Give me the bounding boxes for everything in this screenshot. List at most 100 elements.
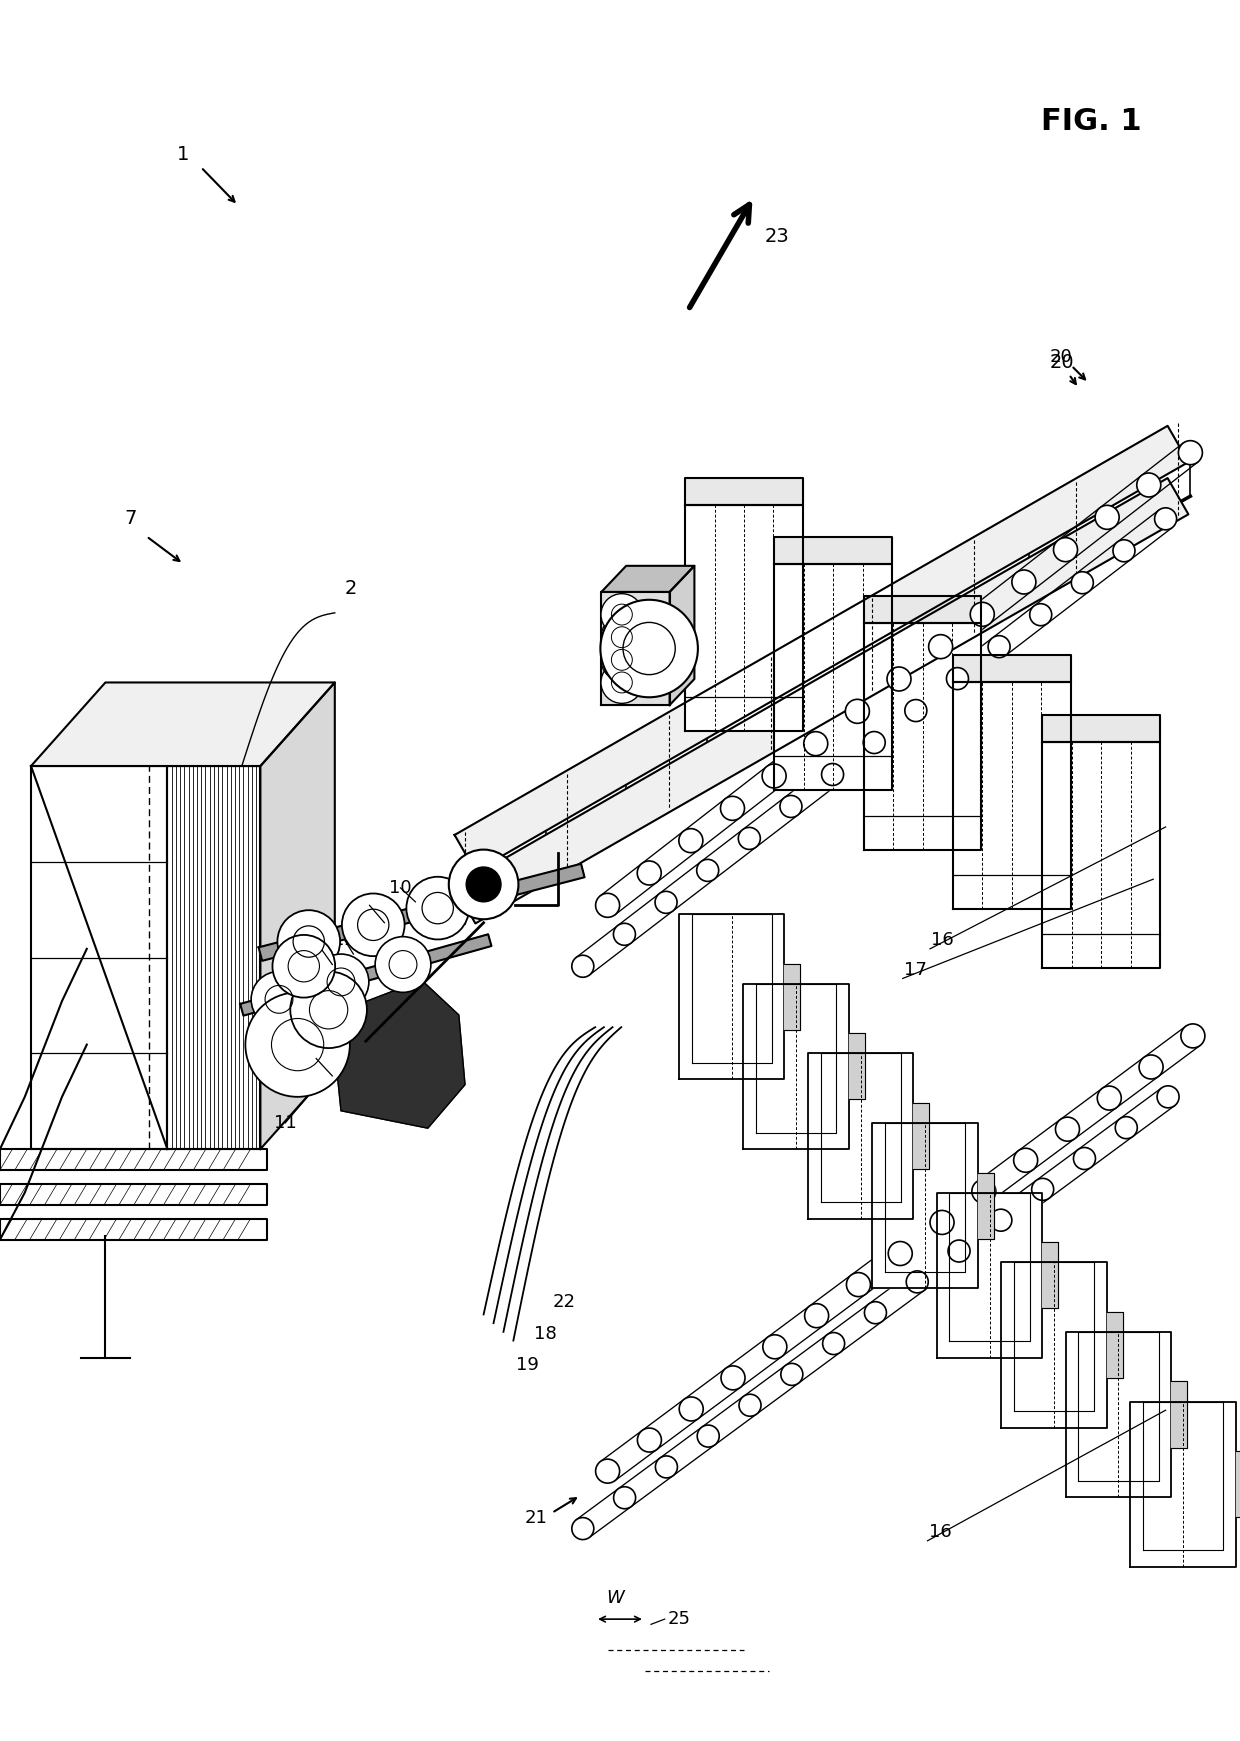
Circle shape: [1097, 1086, 1121, 1111]
Polygon shape: [863, 623, 982, 850]
Circle shape: [678, 829, 703, 853]
Circle shape: [720, 796, 744, 820]
Circle shape: [601, 616, 642, 658]
Text: 21: 21: [525, 1509, 547, 1527]
Text: 16: 16: [931, 931, 954, 949]
Polygon shape: [913, 1104, 929, 1170]
Circle shape: [905, 700, 926, 721]
Circle shape: [572, 956, 594, 977]
Polygon shape: [1235, 1452, 1240, 1516]
Polygon shape: [0, 1219, 267, 1240]
Circle shape: [1180, 1024, 1205, 1048]
Text: 7: 7: [124, 510, 136, 528]
Circle shape: [763, 764, 786, 789]
Polygon shape: [684, 477, 804, 505]
Polygon shape: [601, 592, 670, 705]
Circle shape: [822, 1332, 844, 1354]
Circle shape: [1157, 1086, 1179, 1107]
Circle shape: [781, 1363, 802, 1386]
Circle shape: [1029, 604, 1052, 625]
Circle shape: [697, 1426, 719, 1447]
Polygon shape: [455, 427, 1188, 870]
Circle shape: [252, 971, 306, 1027]
Polygon shape: [743, 984, 848, 1149]
Circle shape: [601, 639, 642, 681]
Text: FIG. 1: FIG. 1: [1040, 108, 1142, 136]
Polygon shape: [335, 980, 465, 1128]
Circle shape: [466, 867, 501, 902]
Circle shape: [720, 1367, 745, 1389]
Polygon shape: [31, 766, 167, 1149]
Circle shape: [805, 1304, 828, 1328]
Polygon shape: [1042, 714, 1161, 742]
Polygon shape: [670, 566, 694, 705]
Polygon shape: [1107, 1313, 1122, 1379]
Circle shape: [1013, 1149, 1038, 1172]
Circle shape: [614, 1487, 636, 1509]
Circle shape: [1140, 1055, 1163, 1079]
Circle shape: [1012, 569, 1035, 594]
Circle shape: [972, 1179, 996, 1203]
Circle shape: [1054, 538, 1078, 562]
Circle shape: [1154, 508, 1177, 529]
Polygon shape: [1042, 742, 1161, 968]
Polygon shape: [863, 595, 982, 623]
Circle shape: [1114, 540, 1135, 562]
Polygon shape: [1042, 1243, 1058, 1309]
Circle shape: [1074, 1147, 1095, 1170]
Circle shape: [804, 731, 828, 756]
Circle shape: [1055, 1118, 1080, 1140]
Circle shape: [739, 1395, 761, 1415]
Polygon shape: [0, 1149, 267, 1170]
Circle shape: [601, 594, 642, 635]
Polygon shape: [259, 864, 584, 961]
Text: 2: 2: [345, 580, 357, 597]
Polygon shape: [1002, 1262, 1107, 1428]
Circle shape: [273, 935, 335, 998]
Circle shape: [246, 992, 350, 1097]
Polygon shape: [952, 655, 1071, 682]
Text: 20: 20: [1049, 353, 1074, 371]
Polygon shape: [808, 1053, 913, 1219]
Circle shape: [601, 662, 642, 703]
Polygon shape: [848, 1032, 864, 1100]
Text: 11: 11: [274, 1114, 296, 1132]
Circle shape: [595, 1459, 620, 1483]
Text: 22: 22: [553, 1294, 575, 1311]
Circle shape: [930, 1210, 954, 1234]
Text: 1: 1: [177, 146, 190, 164]
Circle shape: [290, 971, 367, 1048]
Text: W: W: [606, 1590, 624, 1607]
Polygon shape: [167, 766, 260, 1149]
Polygon shape: [1171, 1382, 1187, 1449]
Circle shape: [1095, 505, 1120, 529]
Circle shape: [600, 599, 698, 698]
Text: 24: 24: [634, 606, 656, 623]
Circle shape: [988, 635, 1011, 658]
Circle shape: [906, 1271, 929, 1294]
Text: 9: 9: [310, 1050, 322, 1067]
Text: 20: 20: [1050, 348, 1073, 366]
Circle shape: [738, 827, 760, 850]
Text: 13: 13: [311, 942, 334, 959]
Circle shape: [655, 891, 677, 914]
Text: 25: 25: [668, 1610, 691, 1628]
Circle shape: [864, 1302, 887, 1323]
Circle shape: [614, 923, 635, 945]
Circle shape: [946, 667, 968, 689]
Polygon shape: [0, 1184, 267, 1205]
Circle shape: [949, 1240, 970, 1262]
Circle shape: [970, 602, 994, 627]
Polygon shape: [601, 566, 694, 592]
Circle shape: [847, 1273, 870, 1297]
Text: 16: 16: [929, 1523, 951, 1541]
Circle shape: [407, 877, 469, 940]
Polygon shape: [1131, 1402, 1235, 1567]
Circle shape: [637, 1428, 661, 1452]
Circle shape: [846, 700, 869, 723]
Polygon shape: [977, 1173, 993, 1240]
Polygon shape: [241, 935, 491, 1015]
Circle shape: [680, 1396, 703, 1421]
Circle shape: [822, 764, 843, 785]
Circle shape: [572, 1518, 594, 1539]
